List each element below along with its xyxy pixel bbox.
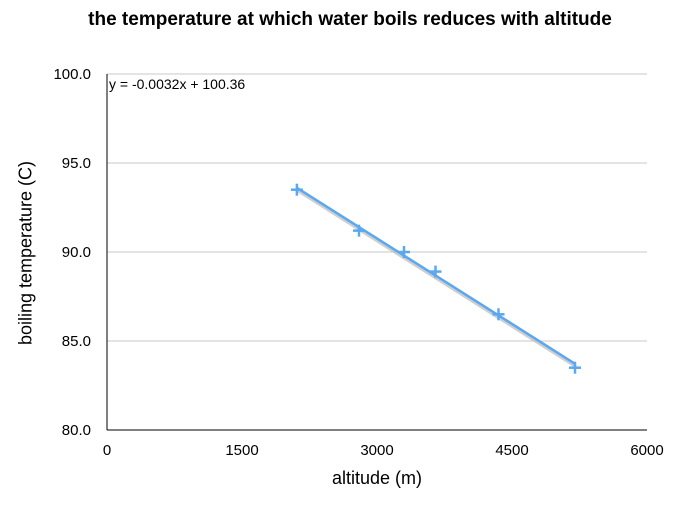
x-tick-label: 3000 (360, 442, 393, 459)
x-tick-label: 6000 (630, 442, 663, 459)
y-tick-label: 90.0 (62, 244, 91, 261)
x-tick-label: 4500 (495, 442, 528, 459)
y-tick-label: 100.0 (53, 66, 91, 83)
trendline-shadow (297, 189, 577, 369)
y-tick-label: 95.0 (62, 155, 91, 172)
x-tick-label: 1500 (225, 442, 258, 459)
trendline-equation: y = -0.0032x + 100.36 (109, 76, 246, 92)
data-point (353, 224, 365, 237)
tick-labels: 80.0 85.0 90.0 95.0 100.0 0 1500 3000 4500 6000 (53, 66, 663, 459)
data-point (569, 361, 581, 374)
y-tick-label: 80.0 (62, 422, 91, 439)
x-axis-label: altitude (m) (331, 468, 423, 488)
data-point (492, 308, 505, 321)
y-axis-label: boiling temperature (C) (15, 160, 36, 346)
data-point (290, 183, 303, 196)
data-point (398, 246, 410, 258)
axes (106, 74, 647, 431)
data-points (290, 183, 581, 374)
grid-lines (107, 73, 647, 342)
chart-title: the temperature at which water boils red… (88, 9, 612, 30)
x-tick-label: 0 (103, 442, 111, 459)
data-point (429, 265, 442, 278)
y-tick-label: 85.0 (62, 333, 91, 350)
